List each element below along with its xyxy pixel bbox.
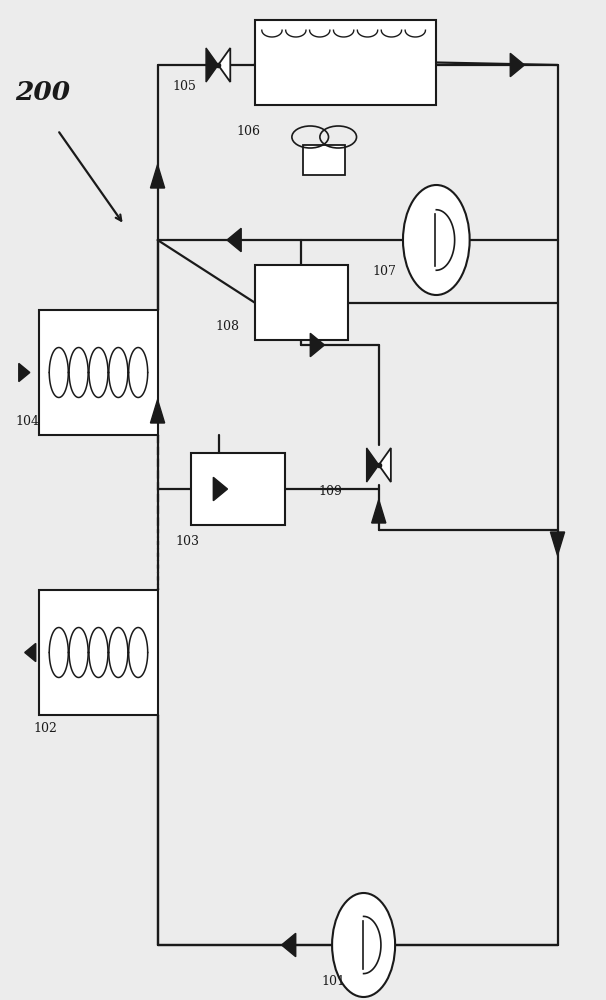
Bar <box>39 310 158 435</box>
Bar <box>255 20 436 105</box>
Text: 108: 108 <box>215 320 239 333</box>
Bar <box>191 453 285 525</box>
Polygon shape <box>150 400 165 423</box>
Polygon shape <box>218 48 230 82</box>
Polygon shape <box>25 643 36 662</box>
Text: 101: 101 <box>321 975 345 988</box>
Polygon shape <box>19 363 30 382</box>
Circle shape <box>332 893 395 997</box>
Polygon shape <box>310 333 324 357</box>
Polygon shape <box>206 48 218 82</box>
Text: 102: 102 <box>33 722 57 735</box>
Circle shape <box>403 185 470 295</box>
Text: 104: 104 <box>15 415 39 428</box>
Polygon shape <box>510 53 524 77</box>
Polygon shape <box>282 933 296 957</box>
Polygon shape <box>150 165 165 188</box>
Text: 200: 200 <box>15 80 70 105</box>
Bar <box>303 145 345 175</box>
Polygon shape <box>213 477 227 501</box>
Text: 109: 109 <box>318 485 342 498</box>
Text: 105: 105 <box>173 80 196 93</box>
Text: 103: 103 <box>176 535 200 548</box>
Text: 107: 107 <box>373 265 396 278</box>
Polygon shape <box>227 228 241 252</box>
Bar <box>39 590 158 715</box>
Polygon shape <box>367 448 379 482</box>
Text: 106: 106 <box>236 125 261 138</box>
Bar <box>255 265 348 340</box>
Polygon shape <box>371 500 386 523</box>
Polygon shape <box>379 448 391 482</box>
Polygon shape <box>550 532 565 555</box>
